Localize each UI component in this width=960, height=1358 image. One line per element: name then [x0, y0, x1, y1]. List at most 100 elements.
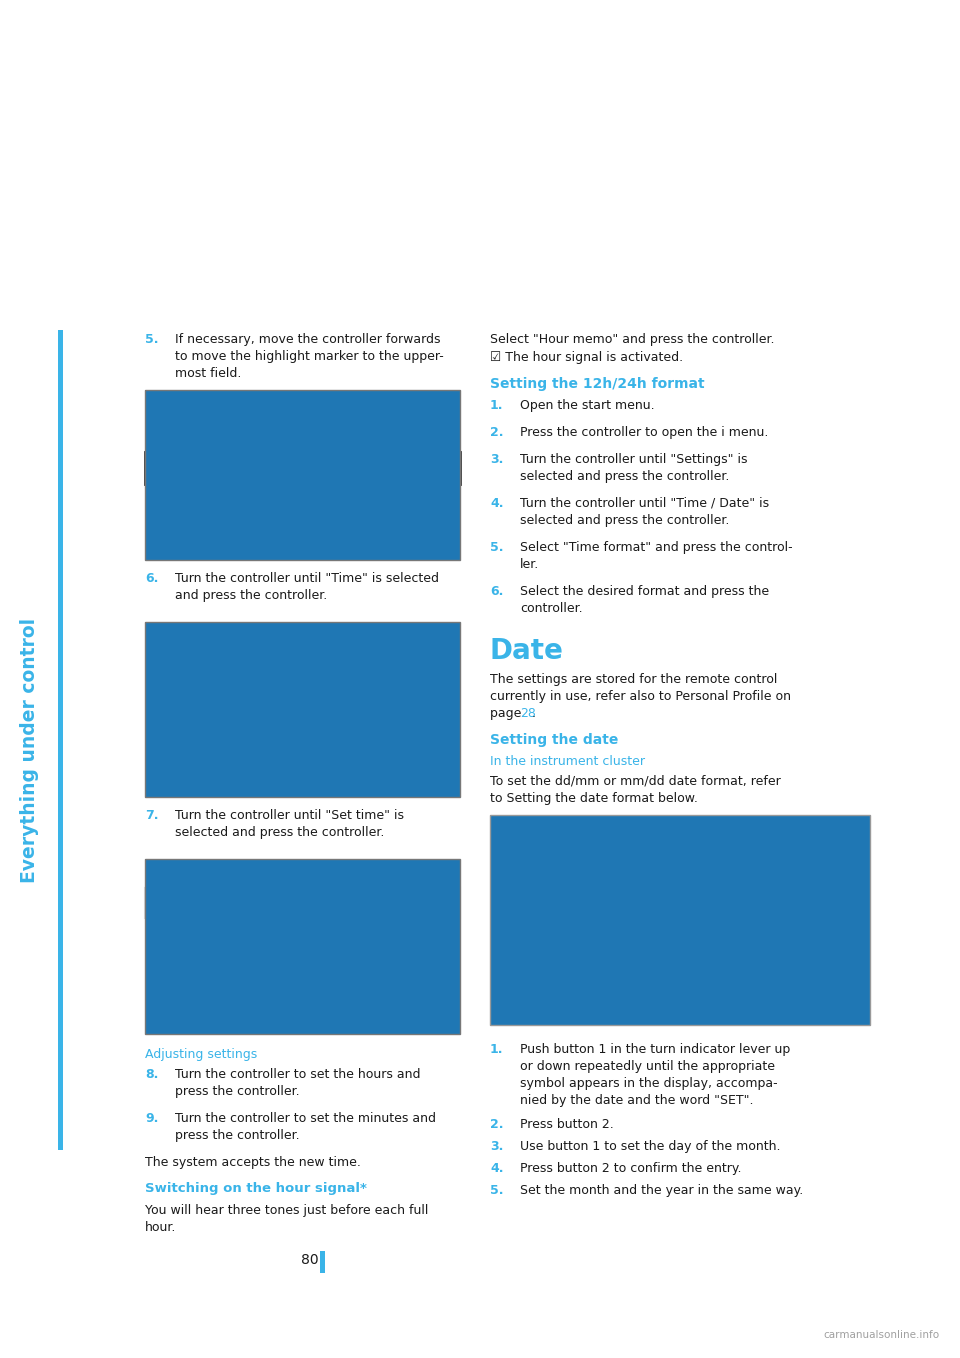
Bar — [145, 622, 460, 797]
Text: In the instrument cluster: In the instrument cluster — [490, 755, 645, 769]
Text: 5.: 5. — [145, 333, 158, 346]
Text: 4.: 4. — [490, 497, 503, 511]
Bar — [490, 815, 870, 1025]
Text: 2.: 2. — [490, 1118, 503, 1131]
Text: 80: 80 — [301, 1253, 319, 1267]
Text: Turn the controller until "Time / Date" is: Turn the controller until "Time / Date" … — [520, 497, 769, 511]
Bar — [145, 980, 440, 1033]
Text: Time format: Time format — [153, 923, 229, 937]
Text: You will hear three tones just before each full: You will hear three tones just before ea… — [145, 1205, 428, 1217]
Bar — [676, 845, 844, 953]
Text: Set the month and the year in the same way.: Set the month and the year in the same w… — [520, 1184, 804, 1196]
Text: 6.: 6. — [490, 585, 503, 598]
Text: 11: 11 — [297, 894, 315, 906]
Bar — [145, 860, 460, 1033]
Text: Time format: Time format — [153, 687, 229, 699]
Text: .: . — [532, 708, 536, 720]
Text: ⓘ: ⓘ — [441, 866, 447, 880]
Text: 12.12.2009: 12.12.2009 — [723, 872, 797, 885]
Text: Press button 2.: Press button 2. — [520, 1118, 613, 1131]
Bar — [320, 1251, 325, 1272]
Text: 9.: 9. — [145, 1112, 158, 1124]
Text: page: page — [490, 708, 525, 720]
Bar — [145, 622, 460, 797]
Text: selected and press the controller.: selected and press the controller. — [520, 470, 730, 483]
Bar — [145, 485, 440, 559]
Bar — [145, 452, 460, 483]
Text: ler.: ler. — [520, 558, 540, 570]
Bar — [145, 622, 460, 650]
Text: and press the controller.: and press the controller. — [175, 589, 327, 602]
Text: selected and press the controller.: selected and press the controller. — [175, 826, 384, 839]
Bar — [661, 830, 858, 1010]
Text: MM/DD: MM/DD — [295, 456, 345, 469]
Bar — [145, 888, 460, 918]
Text: ▶ SET: ▶ SET — [743, 913, 777, 922]
Text: Turn the controller until "Settings" is: Turn the controller until "Settings" is — [520, 454, 748, 466]
Text: 6.: 6. — [145, 572, 158, 585]
Text: Press button 2 to confirm the entry.: Press button 2 to confirm the entry. — [520, 1162, 741, 1175]
Text: To set the dd/mm or mm/dd date format, refer: To set the dd/mm or mm/dd date format, r… — [490, 775, 780, 788]
Text: 7.: 7. — [145, 809, 158, 822]
Text: Date: Date — [306, 627, 334, 640]
Text: 28: 28 — [520, 708, 536, 720]
Text: Turn the controller until "Set time" is: Turn the controller until "Set time" is — [175, 809, 404, 822]
Text: press the controller.: press the controller. — [175, 1128, 300, 1142]
Text: Select "Time format" and press the control-: Select "Time format" and press the contr… — [520, 540, 793, 554]
Text: Set time: Set time — [153, 894, 212, 906]
Bar — [295, 889, 323, 917]
Text: or down repeatedly until the appropriate: or down repeatedly until the appropriate — [520, 1061, 775, 1073]
Text: 2.: 2. — [490, 426, 503, 439]
Text: most field.: most field. — [175, 367, 241, 380]
Bar — [230, 623, 288, 650]
Text: Adjusting settings: Adjusting settings — [145, 1048, 257, 1061]
Text: Date format: Date format — [153, 456, 238, 469]
Text: 12 hour: 12 hour — [295, 687, 344, 699]
Text: Set date: Set date — [153, 422, 206, 436]
Text: nied by the date and the word "SET".: nied by the date and the word "SET". — [520, 1095, 754, 1107]
Text: symbol appears in the display, accompa-: symbol appears in the display, accompa- — [520, 1077, 778, 1090]
Bar — [58, 330, 63, 1150]
Text: 5.: 5. — [490, 1184, 503, 1196]
Text: controller.: controller. — [520, 602, 583, 615]
Text: 10 / 21 / 2008: 10 / 21 / 2008 — [295, 422, 383, 436]
Text: Switching on the hour signal*: Switching on the hour signal* — [145, 1181, 367, 1195]
Text: ☑ Hour memo: ☑ Hour memo — [153, 955, 242, 968]
Text: 03 : 53 PM: 03 : 53 PM — [295, 656, 361, 669]
Text: 3.: 3. — [490, 454, 503, 466]
Bar — [492, 818, 652, 1023]
Text: 3.: 3. — [490, 1139, 503, 1153]
Text: currently in use, refer also to Personal Profile on: currently in use, refer also to Personal… — [490, 690, 791, 703]
Text: Setting the date: Setting the date — [490, 733, 618, 747]
Bar — [145, 650, 460, 680]
Text: Set time: Set time — [153, 656, 205, 669]
Bar — [285, 919, 287, 949]
Text: ‹ ✓  Time ›: ‹ ✓ Time › — [155, 864, 218, 877]
Text: Open the start menu.: Open the start menu. — [520, 399, 655, 411]
Bar — [145, 390, 460, 559]
Text: selected and press the controller.: selected and press the controller. — [520, 513, 730, 527]
Bar — [490, 815, 870, 1025]
Bar — [440, 980, 460, 1033]
Text: 1.: 1. — [490, 399, 503, 411]
Text: ⓘ: ⓘ — [441, 398, 447, 410]
Text: carmanualsonline.info: carmanualsonline.info — [824, 1329, 940, 1340]
Text: The settings are stored for the remote control: The settings are stored for the remote c… — [490, 674, 778, 686]
Bar — [145, 390, 460, 559]
Bar — [440, 485, 460, 559]
Bar — [491, 816, 869, 1024]
Text: press the controller.: press the controller. — [175, 1085, 300, 1099]
Text: Time: Time — [243, 627, 276, 640]
Bar — [145, 744, 440, 797]
Bar — [145, 951, 460, 980]
Text: / 41 AM: / 41 AM — [325, 894, 372, 906]
Text: Turn the controller to set the hours and: Turn the controller to set the hours and — [175, 1067, 420, 1081]
Text: 1.: 1. — [490, 1043, 503, 1057]
Bar — [145, 682, 460, 712]
Text: Press the controller to open the i menu.: Press the controller to open the i menu. — [520, 426, 768, 439]
Bar — [145, 919, 460, 949]
Bar — [285, 682, 287, 712]
Text: The system accepts the new time.: The system accepts the new time. — [145, 1156, 361, 1169]
Bar — [285, 420, 287, 451]
Text: to move the highlight marker to the upper-: to move the highlight marker to the uppe… — [175, 350, 444, 363]
